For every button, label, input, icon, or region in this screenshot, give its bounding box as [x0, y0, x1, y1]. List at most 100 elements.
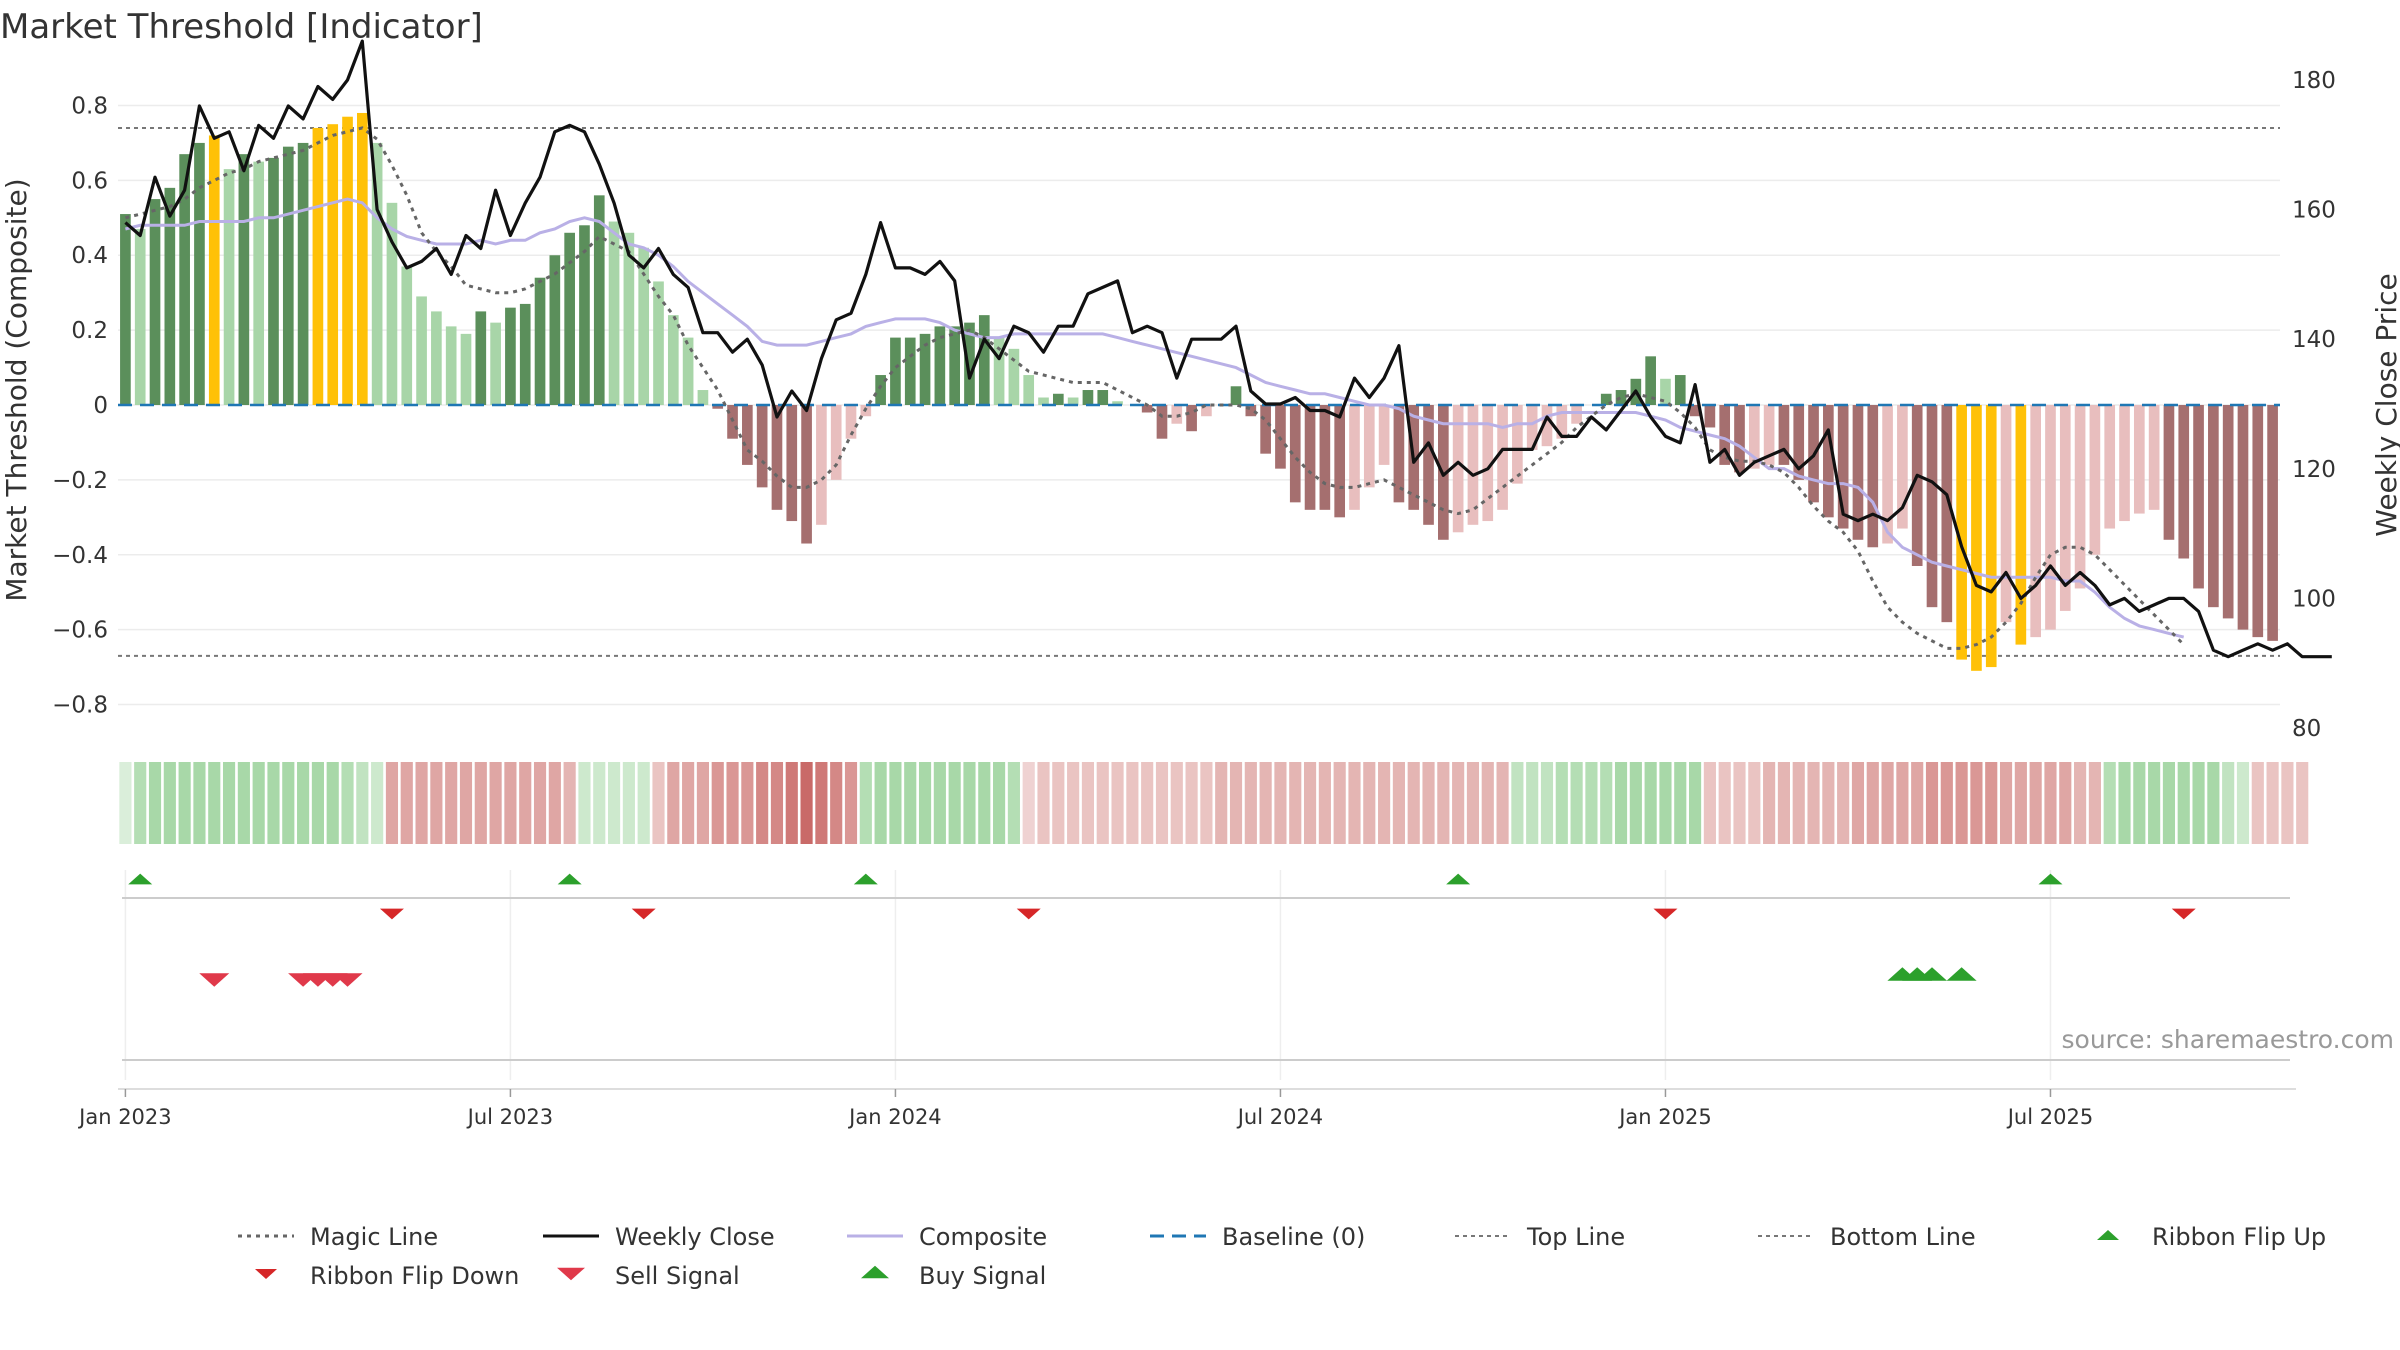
- ribbon-cell-90: [1452, 762, 1465, 844]
- ribbon-flip-down-0: [379, 908, 404, 920]
- composite-bar-110: [1748, 405, 1760, 469]
- ribbon-cell-129: [2029, 762, 2042, 844]
- ribbon-cell-3: [163, 762, 176, 844]
- composite-bar-131: [2059, 405, 2071, 611]
- composite-bar-14: [327, 124, 339, 405]
- ribbon-cell-24: [474, 762, 487, 844]
- ribbon-cell-113: [1792, 762, 1805, 844]
- ribbon-cell-38: [682, 762, 695, 844]
- composite-bar-27: [519, 303, 531, 405]
- legend-label-composite: Composite: [919, 1223, 1047, 1251]
- ribbon-cell-6: [208, 762, 221, 844]
- composite-bar-84: [1363, 405, 1375, 488]
- composite-bar-115: [1823, 405, 1834, 518]
- ribbon-cell-29: [548, 762, 561, 844]
- legend-label-flipdown: Ribbon Flip Down: [310, 1262, 519, 1290]
- composite-bar-143: [2237, 405, 2249, 630]
- buy-signal-3: [1946, 967, 1977, 981]
- ribbon-cell-100: [1600, 762, 1613, 844]
- composite-bar-52: [890, 337, 901, 405]
- composite-bar-86: [1393, 405, 1405, 503]
- legend-swatch-flipup: [2097, 1230, 2119, 1240]
- ribbon-cell-76: [1244, 762, 1257, 844]
- composite-bar-20: [416, 296, 427, 405]
- y2-tick-label-3: 120: [2292, 457, 2336, 483]
- ribbon-cell-117: [1851, 762, 1865, 844]
- y2-tick-label-4: 100: [2292, 586, 2336, 612]
- composite-bar-120: [1897, 405, 1908, 529]
- ribbon-flip-up-0: [128, 873, 153, 885]
- ribbon-cell-79: [1289, 762, 1302, 844]
- ribbon-cell-101: [1614, 762, 1628, 844]
- composite-bar-32: [593, 195, 605, 405]
- composite-bar-67: [1112, 401, 1123, 405]
- y-tick-label-3: 0.2: [71, 318, 108, 344]
- ribbon-cell-115: [1822, 762, 1835, 844]
- composite-bar-75: [1230, 386, 1242, 405]
- ribbon-cell-147: [2296, 762, 2309, 844]
- y-axis-label: Market Threshold (Composite): [0, 178, 33, 601]
- composite-bar-49: [845, 405, 857, 439]
- ribbon-cell-48: [830, 762, 843, 844]
- ribbon-cell-135: [2118, 762, 2131, 844]
- ribbon-cell-80: [1303, 762, 1317, 844]
- ribbon-cell-26: [504, 762, 517, 844]
- composite-bar-24: [475, 311, 487, 405]
- ribbon-cell-77: [1259, 762, 1272, 844]
- composite-bar-130: [2045, 405, 2056, 630]
- ribbon-cell-18: [385, 762, 399, 844]
- y-tick-label-7: −0.6: [52, 618, 108, 644]
- composite-bar-41: [727, 405, 738, 439]
- y-tick-label-1: 0.6: [71, 168, 108, 194]
- composite-bar-137: [2148, 405, 2160, 510]
- composite-bar-113: [1793, 405, 1805, 480]
- composite-bar-30: [564, 232, 575, 405]
- composite-bar-100: [1600, 393, 1612, 405]
- composite-bar-142: [2222, 405, 2234, 619]
- composite-bar-55: [934, 326, 946, 405]
- x-tick-label-5: Jul 2025: [2006, 1105, 2093, 1129]
- ribbon-cell-98: [1570, 762, 1583, 844]
- composite-bar-119: [1882, 405, 1893, 544]
- ribbon-cell-97: [1555, 762, 1568, 844]
- composite-bar-93: [1497, 405, 1508, 510]
- composite-bar-105: [1674, 375, 1686, 405]
- ribbon-cell-104: [1659, 762, 1672, 844]
- ribbon-cell-4: [178, 762, 191, 844]
- ribbon-cell-123: [1940, 762, 1953, 844]
- ribbon-cell-36: [652, 762, 665, 844]
- ribbon-cell-125: [1970, 762, 1983, 844]
- ribbon-cell-15: [341, 762, 354, 844]
- composite-bar-57: [964, 322, 975, 405]
- composite-bar-17: [371, 142, 383, 406]
- ribbon-cell-5: [193, 762, 206, 844]
- composite-bar-65: [1082, 390, 1094, 405]
- composite-bar-92: [1482, 405, 1494, 522]
- ribbon-cell-143: [2236, 762, 2250, 844]
- ribbon-cell-131: [2059, 762, 2072, 844]
- composite-bar-134: [2104, 405, 2116, 529]
- ribbon-cell-99: [1585, 762, 1598, 844]
- composite-bar-48: [830, 405, 842, 480]
- composite-bar-66: [1097, 390, 1109, 405]
- composite-bar-101: [1615, 390, 1627, 405]
- composite-bar-125: [1971, 405, 1982, 671]
- x-tick-label-2: Jan 2024: [847, 1105, 942, 1129]
- composite-bar-9: [253, 161, 265, 405]
- composite-bar-124: [1956, 405, 1967, 660]
- composite-bar-31: [579, 225, 590, 405]
- ribbon-flip-up-2: [853, 873, 878, 885]
- composite-bar-53: [904, 337, 916, 405]
- legend-item-sell: Sell Signal: [557, 1262, 740, 1290]
- ribbon-cell-62: [1037, 762, 1050, 844]
- composite-bar-128: [2015, 405, 2027, 645]
- ribbon-flip-down-2: [1016, 908, 1041, 920]
- composite-bar-106: [1689, 405, 1701, 417]
- ribbon-cell-134: [2103, 762, 2116, 844]
- composite-bar-64: [1067, 397, 1079, 405]
- ribbon-cell-87: [1407, 762, 1420, 844]
- ribbon-cell-144: [2251, 762, 2264, 844]
- ribbon-cell-139: [2177, 762, 2190, 844]
- ribbon-cell-63: [1052, 762, 1065, 844]
